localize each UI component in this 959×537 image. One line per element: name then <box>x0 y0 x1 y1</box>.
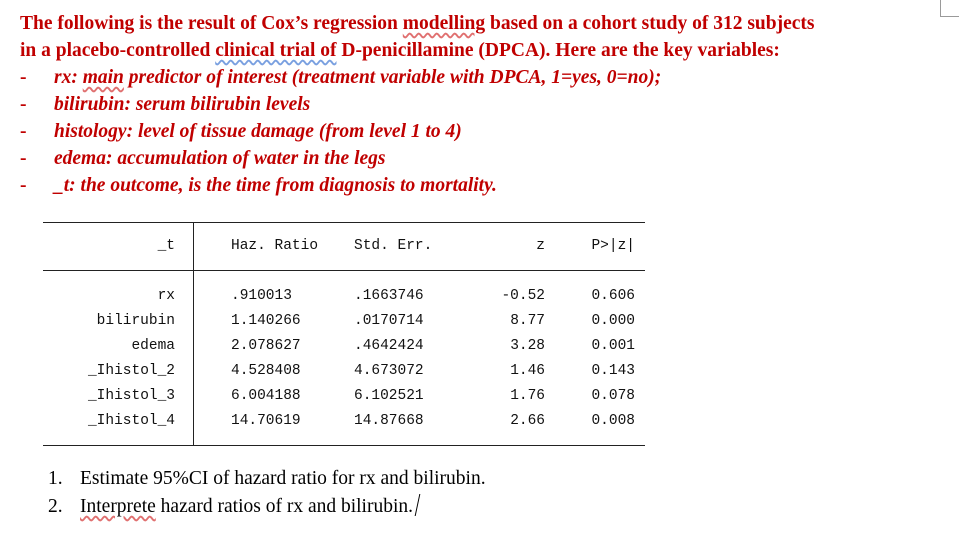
row-std-err: .4642424 <box>354 338 424 354</box>
question-item-1: 1. Estimate 95%CI of hazard ratio for rx … <box>48 468 486 489</box>
table-top-rule <box>43 222 645 223</box>
row-p-value: 0.606 <box>591 288 635 304</box>
row-z: -0.52 <box>501 288 545 304</box>
row-hazard-ratio: .910013 <box>231 288 292 304</box>
table-row: _Ihistol_2 4.528408 4.673072 1.46 0.143 <box>43 359 645 384</box>
variable-item-edema: - edema: accumulation of water in the leg… <box>20 148 386 169</box>
row-z: 2.66 <box>510 413 545 429</box>
table-row: _Ihistol_3 6.004188 6.102521 1.76 0.078 <box>43 384 645 409</box>
row-name: edema <box>131 338 175 354</box>
table-header-rule <box>43 270 645 271</box>
row-z: 1.76 <box>510 388 545 404</box>
table-row: bilirubin 1.140266 .0170714 8.77 0.000 <box>43 309 645 334</box>
variable-item-bilirubin: - bilirubin: serum bilirubin levels <box>20 94 311 115</box>
header-p-value: P>|z| <box>591 238 635 254</box>
row-std-err: 6.102521 <box>354 388 424 404</box>
intro-line-2: in a placebo-controlled clinical trial o… <box>20 40 780 61</box>
header-std-err: Std. Err. <box>354 238 433 254</box>
row-z: 8.77 <box>510 313 545 329</box>
spellcheck-underline: main <box>82 67 124 88</box>
header-outcome: _t <box>157 238 175 254</box>
row-name: _Ihistol_3 <box>87 388 175 404</box>
page-corner-mark <box>940 0 959 17</box>
spellcheck-underline: modelling <box>402 13 486 34</box>
row-name: bilirubin <box>96 313 175 329</box>
header-z: z <box>536 238 545 254</box>
spellcheck-underline: Interprete <box>80 496 156 517</box>
row-hazard-ratio: 4.528408 <box>231 363 301 379</box>
row-p-value: 0.000 <box>591 313 635 329</box>
row-std-err: .1663746 <box>354 288 424 304</box>
row-hazard-ratio: 2.078627 <box>231 338 301 354</box>
variable-item-rx: - rx: main predictor of interest (treatme… <box>20 67 662 88</box>
row-p-value: 0.143 <box>591 363 635 379</box>
intro-text: The following is the result of Cox’s reg… <box>20 10 950 199</box>
table-bottom-rule <box>43 445 645 446</box>
table-row: _Ihistol_4 14.70619 14.87668 2.66 0.008 <box>43 409 645 434</box>
row-z: 3.28 <box>510 338 545 354</box>
variable-item-histology: - histology: level of tissue damage (from… <box>20 121 462 142</box>
row-name: _Ihistol_4 <box>87 413 175 429</box>
row-name: _Ihistol_2 <box>87 363 175 379</box>
row-p-value: 0.001 <box>591 338 635 354</box>
row-hazard-ratio: 1.140266 <box>231 313 301 329</box>
row-p-value: 0.078 <box>591 388 635 404</box>
table-vertical-rule <box>193 222 194 445</box>
table-row: rx .910013 .1663746 -0.52 0.606 <box>43 284 645 309</box>
variable-item-outcome: - _t: the outcome, is the time from diagn… <box>20 175 497 196</box>
text-cursor[interactable] <box>414 494 421 516</box>
table-row: edema 2.078627 .4642424 3.28 0.001 <box>43 334 645 359</box>
question-list: 1. Estimate 95%CI of hazard ratio for rx … <box>48 465 748 521</box>
intro-line-1: The following is the result of Cox’s reg… <box>20 13 815 34</box>
row-std-err: .0170714 <box>354 313 424 329</box>
header-hazard-ratio: Haz. Ratio <box>231 238 319 254</box>
row-name: rx <box>157 288 175 304</box>
grammar-underline: clinical trial of <box>215 40 337 61</box>
row-p-value: 0.008 <box>591 413 635 429</box>
row-std-err: 4.673072 <box>354 363 424 379</box>
question-item-2: 2. Interprete hazard ratios of rx and bil… <box>48 493 748 521</box>
row-hazard-ratio: 14.70619 <box>231 413 301 429</box>
row-std-err: 14.87668 <box>354 413 424 429</box>
variable-list: - rx: main predictor of interest (treatme… <box>20 64 950 199</box>
row-z: 1.46 <box>510 363 545 379</box>
row-hazard-ratio: 6.004188 <box>231 388 301 404</box>
